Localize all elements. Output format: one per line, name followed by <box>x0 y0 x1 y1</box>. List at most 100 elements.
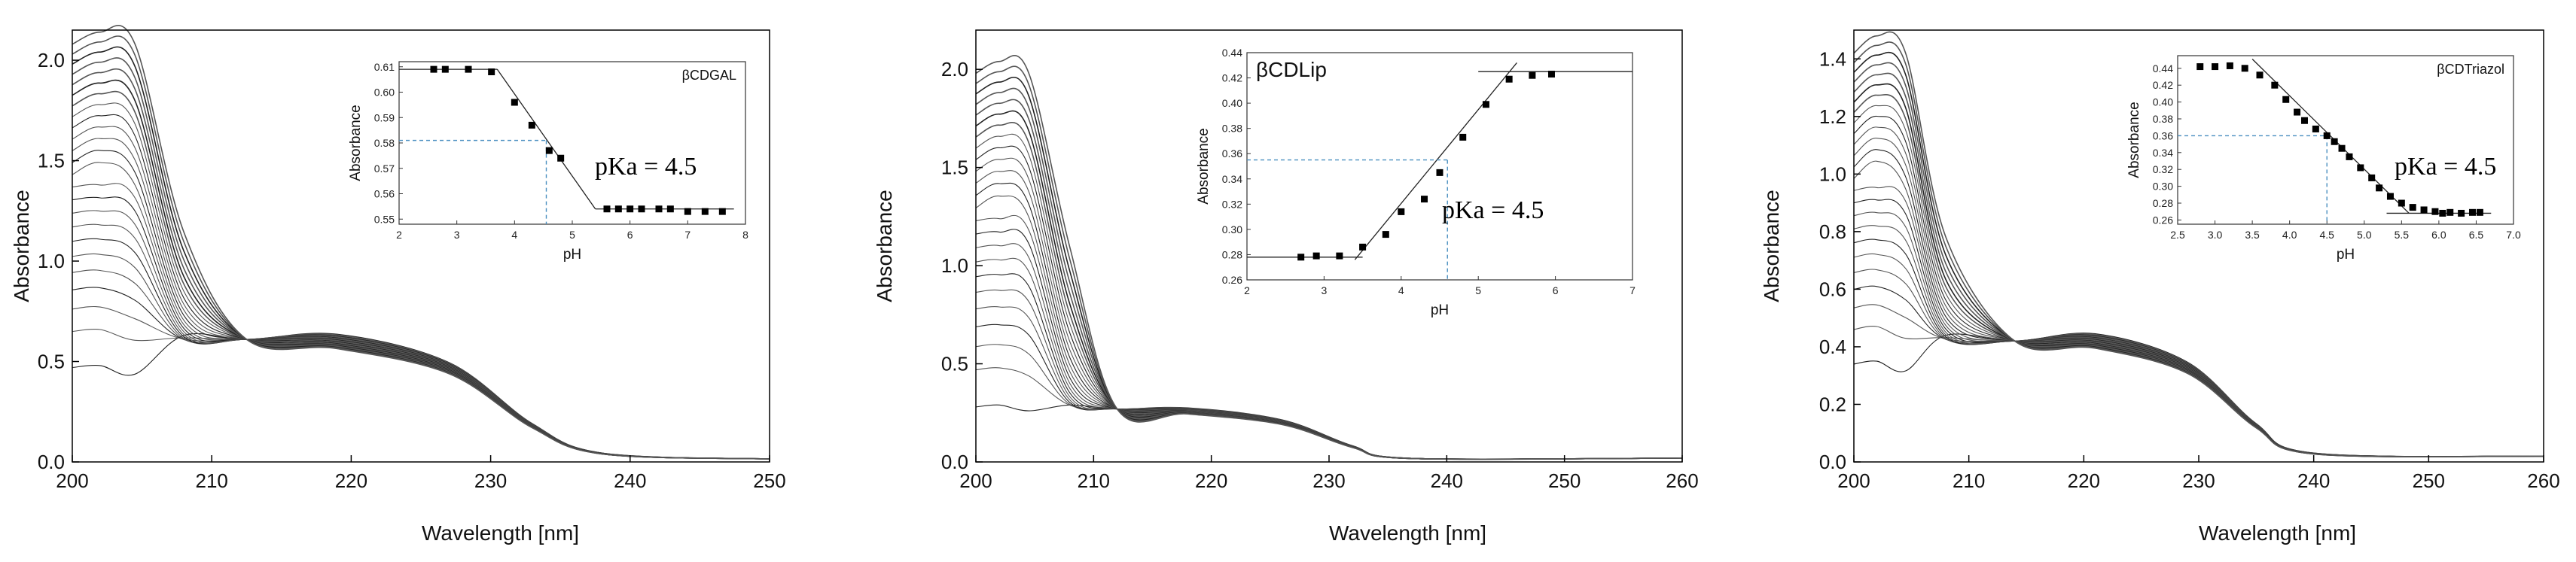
spectra-lines-3 <box>1853 31 2544 457</box>
inset-y-tick-label: 0.56 <box>374 188 395 200</box>
inset-y-tick-label: 0.36 <box>2153 129 2173 141</box>
inset-data-point <box>488 68 495 75</box>
inset-data-point <box>666 205 674 213</box>
main-axes-3: 200 210 220 230 240 250 260 0.0 0.2 0.4 0.6 0.8 1.0 1… <box>1819 29 2560 492</box>
inset-data-point <box>626 205 634 213</box>
inset-x-tick-label: 4.0 <box>2282 229 2297 241</box>
inset-x-tick-label: 6.5 <box>2469 229 2484 241</box>
inset-y-tick-label: 0.36 <box>1222 147 1242 159</box>
inset-y-tick-label: 0.28 <box>2153 197 2173 209</box>
x-tick-label: 200 <box>959 469 992 492</box>
inset-data-point <box>2409 204 2416 211</box>
inset-x-tick-label: 5 <box>569 229 575 241</box>
inset-data-point <box>2331 138 2338 145</box>
inset-y-tick-label: 0.57 <box>374 163 395 175</box>
spectrum-line <box>1853 326 2544 457</box>
x-tick-label: 260 <box>1666 469 1698 492</box>
inset-data-point <box>2368 174 2376 181</box>
inset-data-point <box>2212 63 2219 71</box>
panel-3: 200 210 220 230 240 250 260 0.0 0.2 0.4 0.6 0.8 1.0 1… <box>1760 29 2560 545</box>
y-tick-label: 0.6 <box>1819 278 1846 300</box>
inset-y-label-1: Absorbance <box>348 105 364 181</box>
inset-data-point <box>528 121 535 129</box>
inset-1: 2 3 4 5 6 7 8 0.55 0.56 0.57 0.58 0.59 0.60 0.61 <box>346 54 759 271</box>
plot-frame <box>72 29 770 463</box>
inset-title-1: βCDGAL <box>682 68 736 83</box>
x-tick-label: 230 <box>2182 469 2215 492</box>
spectrum-line <box>975 404 1683 460</box>
panel-2: 200 210 220 230 240 250 260 0.0 0.5 1.0 1.5 2.0 Wav… <box>873 29 1699 545</box>
y-tick-label: 1.0 <box>38 250 65 272</box>
spectrum-line <box>72 328 770 460</box>
inset-x-tick-label: 6 <box>627 229 633 241</box>
inset-frame <box>2177 55 2514 225</box>
inset-y-tick-label: 0.34 <box>1222 173 1242 185</box>
inset-data-point <box>655 205 663 213</box>
inset-x-tick-label: 2.5 <box>2170 229 2185 241</box>
x-tick-label: 210 <box>196 469 228 492</box>
inset-y-tick-label: 0.59 <box>374 111 395 123</box>
inset-y-tick-label: 0.44 <box>2153 62 2173 74</box>
inset-background <box>346 54 759 271</box>
inset-data-point <box>638 205 645 213</box>
inset-y-tick-label: 0.34 <box>2153 147 2173 159</box>
inset-y-tick-label: 0.44 <box>1222 47 1242 59</box>
inset-data-point <box>465 65 472 73</box>
x-tick-label: 230 <box>1312 469 1345 492</box>
inset-x-tick-label: 4 <box>511 229 517 241</box>
x-tick-label: 250 <box>2413 469 2445 492</box>
inset-x-label-3: pH <box>2337 247 2355 263</box>
y-axis-label-1: Absorbance <box>10 190 33 302</box>
x-tick-label: 200 <box>1837 469 1870 492</box>
inset-data-point <box>2312 125 2319 132</box>
inset-data-point <box>557 154 565 162</box>
inset-data-point <box>1529 71 1536 79</box>
y-tick-label: 1.0 <box>941 254 968 277</box>
inset-x-tick-label: 3.0 <box>2208 229 2223 241</box>
inset-x-tick-label: 7.0 <box>2506 229 2521 241</box>
x-tick-label: 230 <box>474 469 507 492</box>
inset-frame <box>1246 52 1633 281</box>
inset-y-tick-label: 0.61 <box>374 61 395 73</box>
y-tick-label: 0.5 <box>38 351 65 373</box>
x-tick-label: 240 <box>614 469 646 492</box>
x-tick-label: 250 <box>1548 469 1581 492</box>
inset-data-point <box>545 147 553 154</box>
inset-x-tick-label: 2 <box>1244 284 1250 296</box>
y-tick-label: 1.5 <box>38 150 65 172</box>
inset-data-point <box>2256 71 2264 79</box>
inset-x-tick-label: 3.5 <box>2245 229 2260 241</box>
inset-x-tick-label: 5.0 <box>2357 229 2372 241</box>
y-axis-label-3: Absorbance <box>1760 190 1783 302</box>
y-tick-label: 0.0 <box>1819 451 1846 473</box>
inset-data-point <box>1336 252 1343 260</box>
inset-3: 2.5 3.0 3.5 4.0 4.5 5.0 5.5 6.0 6.5 7.0 0.26 0.28 0.… <box>2125 48 2527 271</box>
inset-data-point <box>1505 75 1513 83</box>
inset-data-point <box>2196 63 2204 71</box>
inset-data-point <box>2282 96 2290 103</box>
y-tick-label: 1.0 <box>1819 163 1846 185</box>
spectra-lines-2 <box>975 55 1683 460</box>
inset-background <box>1194 45 1646 327</box>
inset-data-point <box>2420 206 2428 214</box>
inset-y-tick-label: 0.55 <box>374 213 395 225</box>
inset-data-point <box>2271 81 2279 89</box>
inset-data-point <box>2446 208 2454 216</box>
inset-data-point <box>430 65 437 73</box>
spectrum-line <box>975 305 1683 460</box>
x-tick-label: 240 <box>1431 469 1463 492</box>
inset-data-point <box>2241 65 2248 72</box>
inset-x-label-2: pH <box>1431 302 1449 318</box>
inset-x-tick-label: 5 <box>1475 284 1481 296</box>
inset-data-point <box>603 205 611 213</box>
inset-data-point <box>511 99 518 106</box>
y-tick-label: 1.5 <box>941 156 968 179</box>
spectrum-line <box>975 55 1683 460</box>
spectrum-line <box>72 25 770 460</box>
x-tick-label: 210 <box>1953 469 1985 492</box>
x-tick-label: 220 <box>1195 469 1227 492</box>
inset-y-tick-label: 0.60 <box>374 87 395 99</box>
inset-y-tick-label: 0.26 <box>2153 214 2173 226</box>
spectra-lines-1 <box>72 25 770 460</box>
